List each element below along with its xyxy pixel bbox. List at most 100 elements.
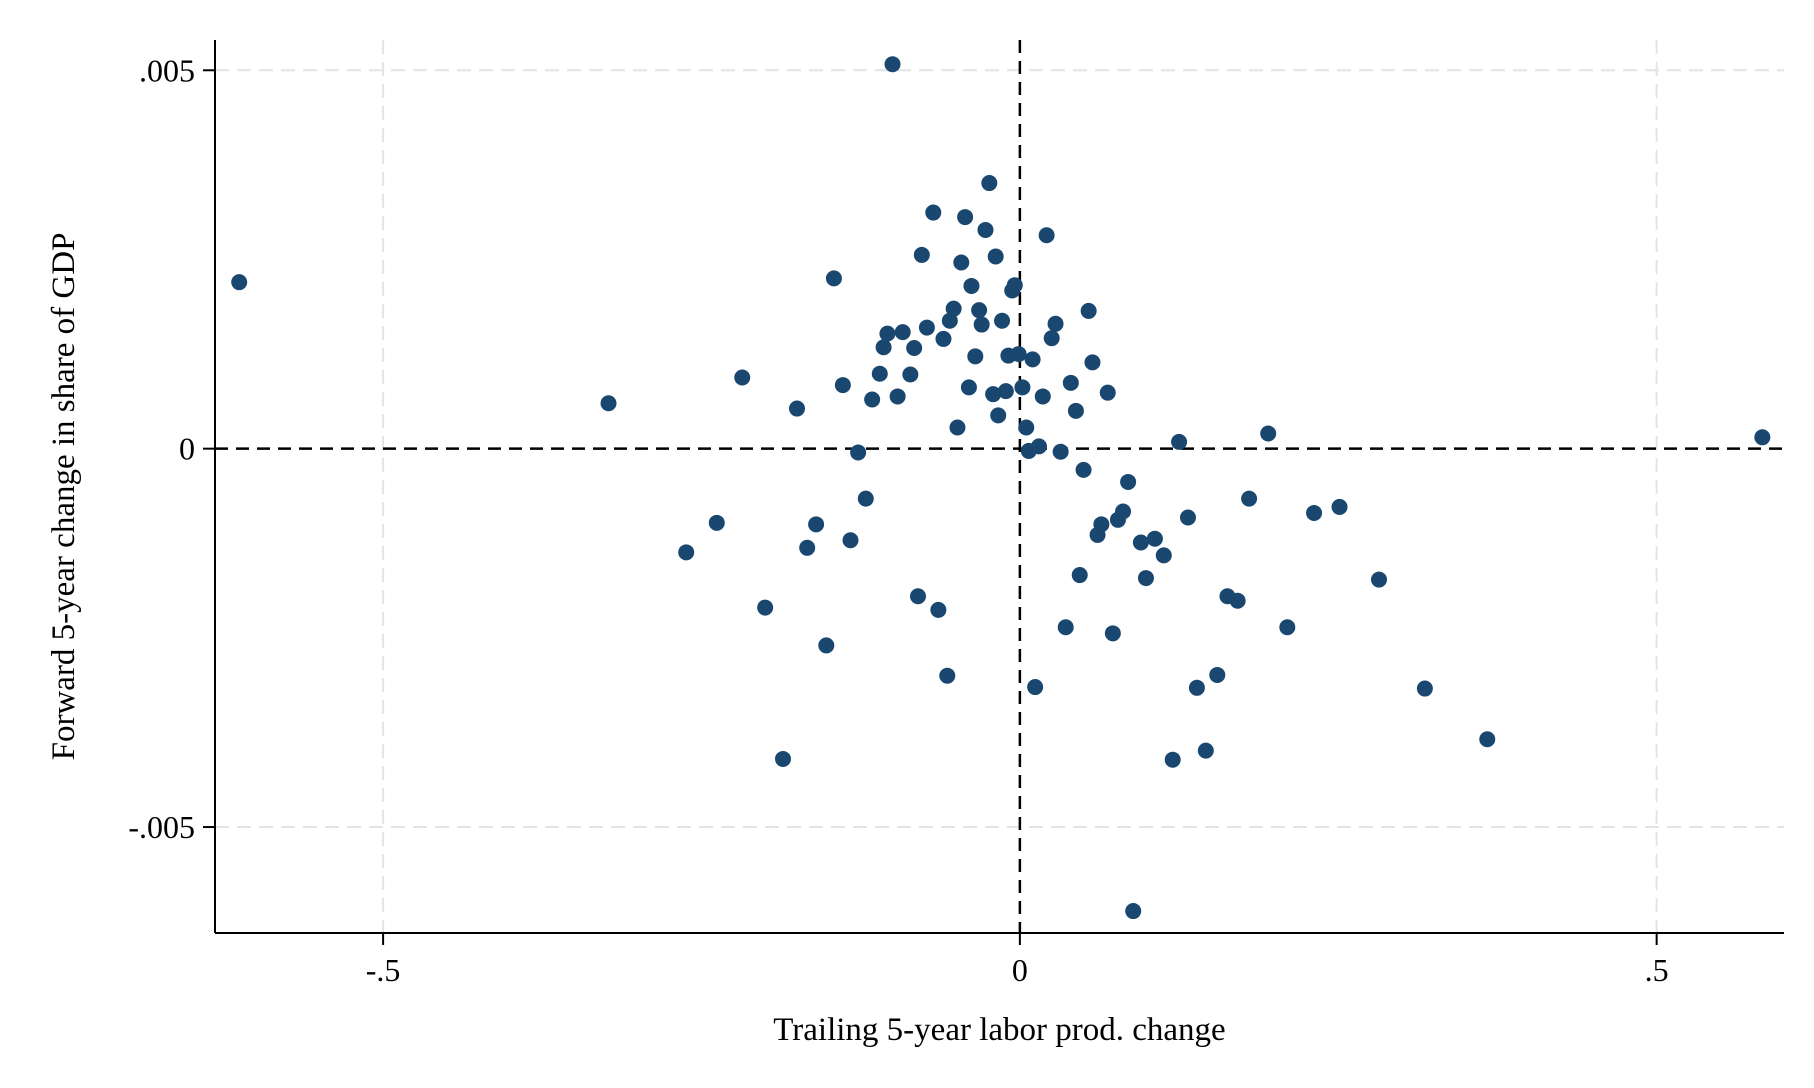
data-point [879,325,896,342]
data-point [1115,503,1132,520]
data-point [871,365,888,382]
data-point [997,383,1014,400]
data-point [1027,679,1044,696]
y-tick-label: 0 [179,431,195,467]
data-point [857,490,874,507]
data-point [977,221,994,238]
data-point [902,366,919,383]
data-point [981,175,998,192]
data-point [734,369,751,386]
data-point [939,667,956,684]
data-point [1062,374,1079,391]
data-point [842,532,859,549]
data-point [909,588,926,605]
data-point [967,348,984,365]
data-point [930,601,947,618]
data-point [1331,498,1348,515]
data-point [875,339,892,356]
data-point [1071,567,1088,584]
data-point [1034,388,1051,405]
reference-lines [215,40,1784,933]
data-point [960,379,977,396]
data-point [935,330,952,347]
data-point [1132,534,1149,551]
data-point [1057,619,1074,636]
data-point [1052,443,1069,460]
data-point [1099,384,1116,401]
data-point [918,319,935,336]
data-point [1171,433,1188,450]
data-point [1164,751,1181,768]
data-point [1754,429,1771,446]
data-point [1018,419,1035,436]
data-point [925,204,942,221]
data-point [1010,346,1027,363]
data-point [757,599,774,616]
data-point [949,419,966,436]
data-point [973,316,990,333]
data-point [1229,592,1246,609]
data-point [678,544,695,561]
data-point [1075,461,1092,478]
data-point [994,312,1011,329]
data-point [1306,504,1323,521]
x-axis-ticks: -.5 0 .5 [366,933,1669,988]
data-point [231,274,248,291]
data-point [1479,731,1496,748]
data-point [963,277,980,294]
data-point [1038,227,1055,244]
data-point [1179,509,1196,526]
gridlines [215,40,1784,933]
data-point [945,300,962,317]
data-point [1416,680,1433,697]
y-tick-label: .005 [139,52,195,88]
data-point [894,324,911,341]
data-point [1146,530,1163,547]
data-point [818,637,835,654]
data-point [1137,570,1154,587]
x-tick-label: 0 [1012,952,1028,988]
data-point [1093,516,1110,533]
data-point [1188,679,1205,696]
x-tick-label: -.5 [366,952,401,988]
data-point [1260,425,1277,442]
data-point [834,377,851,394]
data-point [789,400,806,417]
data-point [1024,351,1041,368]
data-point [1030,438,1047,455]
data-point [990,407,1007,424]
x-tick-label: .5 [1645,952,1669,988]
data-point [1047,315,1064,332]
data-point [1104,625,1121,642]
data-point [1241,490,1258,507]
data-point [884,56,901,73]
data-point [1209,666,1226,683]
axes [214,40,1784,934]
data-point [957,209,974,226]
data-point [1014,379,1031,396]
x-axis-title: Trailing 5-year labor prod. change [773,1012,1225,1048]
data-point [1197,742,1214,759]
data-point [889,388,906,405]
data-point [1371,571,1388,588]
data-point [913,246,930,263]
data-point [799,539,816,556]
data-point [941,312,958,329]
data-point [1043,330,1060,347]
data-point [1125,903,1142,920]
data-point [850,444,867,461]
y-tick-label: -.005 [128,809,195,845]
data-point [987,248,1004,265]
data-point [906,340,923,357]
data-points [231,56,1771,920]
data-point [1120,473,1137,490]
y-axis-ticks: .005 0 -.005 [128,52,215,845]
data-point [971,302,988,319]
data-point [985,386,1002,403]
data-point [1279,619,1296,636]
y-axis-title: Forward 5-year change in share of GDP [46,233,82,761]
data-point [1067,402,1084,419]
data-point [1006,277,1023,294]
data-point [808,516,825,533]
